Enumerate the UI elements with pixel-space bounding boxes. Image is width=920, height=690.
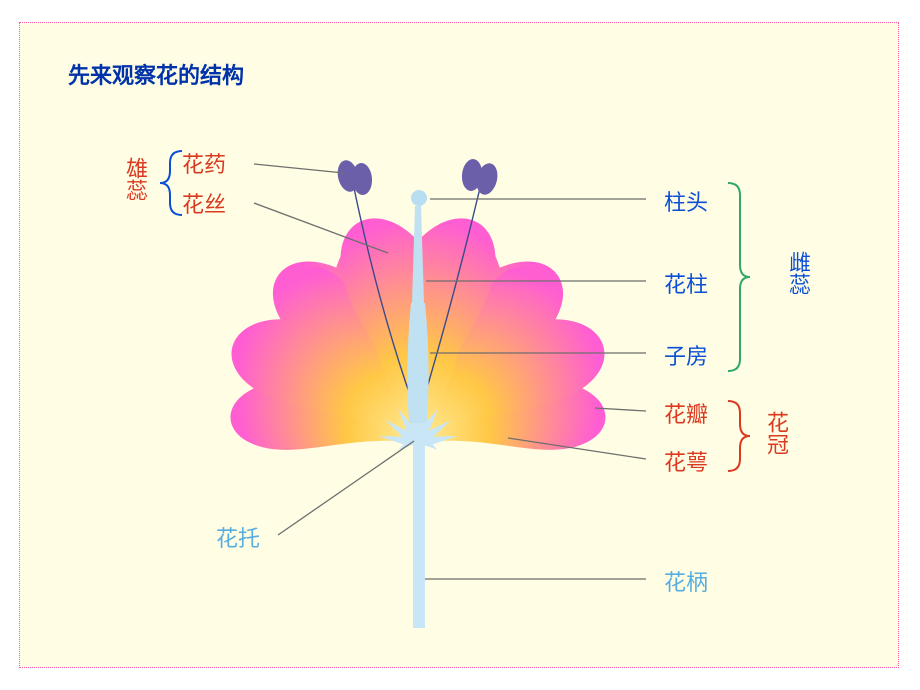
label-pedicel: 花柄	[664, 565, 708, 597]
label-receptacle: 花托	[216, 521, 260, 553]
label-sepal: 花萼	[664, 445, 708, 477]
diagram-frame: 先来观察花的结构 雄蕊 花药 花丝 柱头 花柱 子房 雌蕊	[19, 22, 899, 668]
label-petal: 花瓣	[664, 397, 708, 429]
flower-diagram	[20, 23, 900, 669]
label-ovary: 子房	[664, 339, 708, 371]
label-anther: 花药	[182, 147, 226, 179]
label-filament: 花丝	[182, 187, 226, 219]
label-corolla: 花冠	[760, 411, 792, 455]
label-stigma: 柱头	[664, 185, 708, 217]
label-style: 花柱	[664, 267, 708, 299]
label-stamen-group: 雄蕊	[119, 157, 151, 201]
stem	[413, 418, 425, 628]
label-pistil-group: 雌蕊	[782, 251, 814, 295]
